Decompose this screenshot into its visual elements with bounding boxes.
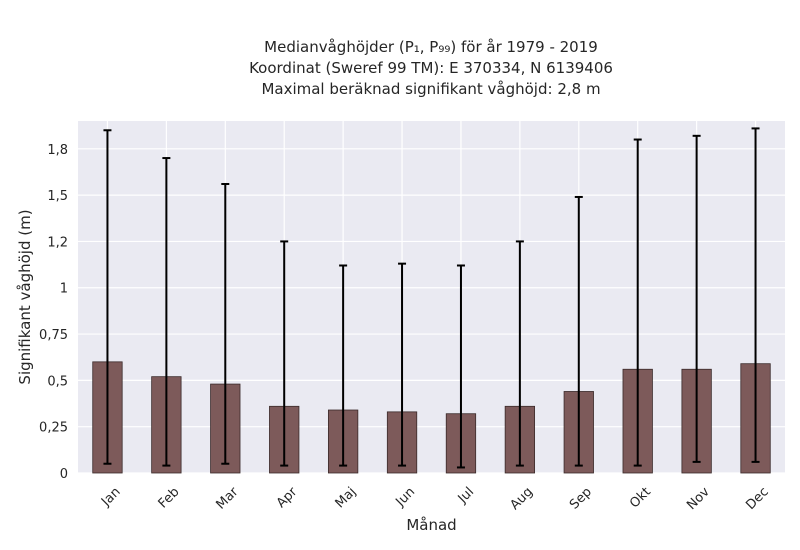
errorbar-sep [574, 195, 583, 467]
x-tick-label: Aug [507, 485, 536, 514]
errorbar-jul [456, 264, 465, 469]
plot-area [78, 121, 785, 473]
x-tick-label: Nov [684, 484, 713, 513]
x-axis-ticks: Jan Feb Mar Apr Maj Jun Jul Aug Sep Okt Nov Dec [98, 484, 772, 513]
x-tick-label: Apr [274, 484, 301, 511]
x-tick-label: Feb [156, 485, 183, 512]
error-bars [103, 127, 760, 469]
y-axis-ticks: 0 0,25 0,5 0,75 1 1,2 1,5 1,8 [39, 143, 68, 482]
errorbar-okt [633, 138, 642, 467]
chart-title-line: Medianvåghöjder (P₁, P₉₉) för år 1979 - … [264, 38, 598, 56]
errorbar-jan [103, 129, 112, 465]
y-tick-label: 0 [60, 467, 68, 482]
x-axis-label: Månad [406, 516, 456, 534]
errorbar-aug [515, 240, 524, 467]
y-tick-label: 1 [60, 282, 68, 297]
x-tick-label: Jul [455, 485, 477, 507]
chart-title-line: Maximal beräknad signifikant våghöjd: 2,… [261, 80, 600, 98]
errorbar-jun [398, 262, 407, 467]
x-tick-label: Jun [393, 485, 419, 511]
x-tick-label: Jan [98, 485, 123, 510]
x-tick-label: Sep [567, 485, 595, 513]
x-tick-label: Mar [214, 484, 242, 512]
errorbar-mar [221, 182, 230, 465]
errorbar-maj [339, 264, 348, 467]
chart-title-line: Koordinat (Sweref 99 TM): E 370334, N 61… [249, 59, 613, 77]
errorbar-apr [280, 240, 289, 467]
y-tick-label: 0,5 [47, 374, 68, 389]
y-tick-label: 1,2 [47, 235, 68, 250]
x-tick-label: Dec [743, 485, 771, 513]
y-tick-label: 0,75 [39, 328, 68, 343]
y-tick-label: 0,25 [39, 421, 68, 436]
x-tick-label: Maj [333, 485, 360, 512]
errorbar-nov [692, 134, 701, 463]
y-tick-label: 1,5 [47, 189, 68, 204]
chart-title: Medianvåghöjder (P₁, P₉₉) för år 1979 - … [249, 38, 613, 98]
y-tick-label: 1,8 [47, 143, 68, 158]
errorbar-feb [162, 157, 171, 467]
x-tick-label: Okt [627, 485, 654, 512]
errorbar-dec [751, 127, 760, 463]
y-axis-label: Signifikant våghöjd (m) [16, 209, 34, 384]
